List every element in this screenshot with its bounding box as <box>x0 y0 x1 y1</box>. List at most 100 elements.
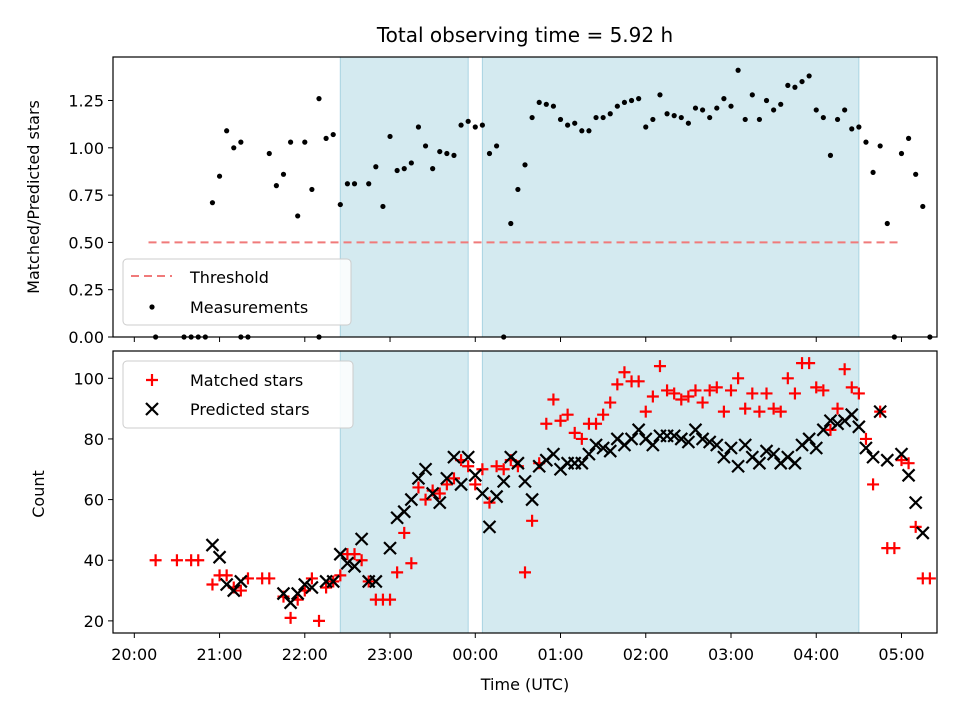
x-tick-label: 22:00 <box>282 645 328 664</box>
matched-star-point <box>824 423 837 436</box>
measurement-point <box>664 111 670 117</box>
measurement-point <box>295 213 301 219</box>
bottom-y-tick-label: 80 <box>84 430 104 449</box>
measurement-point <box>778 101 784 107</box>
predicted-star-point <box>411 471 426 486</box>
matched-star-point <box>483 496 496 509</box>
top-observing-interval <box>481 56 860 338</box>
x-tick-label: 00:00 <box>452 645 498 664</box>
matched-star-point <box>334 569 347 582</box>
matched-star-point <box>774 405 787 418</box>
predicted-star-point <box>354 532 369 546</box>
measurement-point <box>344 181 351 187</box>
matched-star-point <box>895 454 908 467</box>
matched-star-point <box>746 387 759 400</box>
matched-star-point <box>845 381 858 394</box>
predicted-star-point <box>759 444 774 458</box>
x-tick-label: 05:00 <box>878 645 924 664</box>
predicted-star-point <box>518 474 532 489</box>
measurement-point <box>572 120 578 126</box>
measurement-point <box>351 181 358 187</box>
matched-star-point <box>710 381 723 394</box>
measurement-point <box>415 124 422 130</box>
measurement-point <box>380 203 386 210</box>
measurement-point <box>472 124 478 130</box>
predicted-star-point <box>326 574 340 589</box>
predicted-star-point <box>788 456 802 470</box>
matched-star-point <box>433 487 446 500</box>
matched-star-point <box>440 478 453 491</box>
predicted-star-point <box>667 429 681 443</box>
measurement-point <box>884 220 890 227</box>
measurement-point <box>451 152 457 158</box>
matched-star-point <box>547 393 560 406</box>
measurement-point <box>337 201 343 208</box>
predicted-star-point <box>823 413 838 428</box>
legend-predicted-swatch <box>145 402 159 416</box>
top-y-tick-label: 0.75 <box>68 186 104 205</box>
matched-star-point <box>497 463 510 476</box>
predicted-star-point <box>724 441 738 455</box>
bottom-y-tick-label: 20 <box>84 612 104 631</box>
measurement-point <box>458 122 464 128</box>
legend-matched-swatch <box>146 374 158 386</box>
matched-star-point <box>760 387 773 400</box>
bottom-y-tick-label: 100 <box>73 369 104 388</box>
matched-star-point <box>206 578 219 591</box>
matched-star-point <box>739 402 752 415</box>
predicted-star-point <box>283 595 298 610</box>
measurement-point <box>437 148 443 155</box>
matched-star-point <box>526 514 539 527</box>
matched-star-point <box>561 408 574 421</box>
measurement-point <box>209 200 216 206</box>
predicted-star-point <box>234 574 248 589</box>
x-tick-label: 20:00 <box>111 645 157 664</box>
measurement-point <box>401 166 407 172</box>
measurement-point <box>834 116 841 123</box>
matched-star-point <box>348 548 361 561</box>
matched-star-point <box>263 572 276 585</box>
matched-star-point <box>490 460 503 473</box>
matched-star-point <box>305 572 318 585</box>
predicted-star-point <box>404 492 419 507</box>
matched-star-point <box>781 372 794 385</box>
measurement-point <box>536 99 542 106</box>
matched-star-point <box>852 387 865 400</box>
x-tick-label: 04:00 <box>793 645 839 664</box>
matched-star-point <box>888 542 901 555</box>
predicted-star-point <box>844 407 859 422</box>
measurement-point <box>863 139 869 145</box>
measurement-point <box>465 118 471 124</box>
measurement-point <box>607 111 613 117</box>
measurement-point <box>870 169 876 176</box>
predicted-star-point <box>489 489 504 504</box>
predicted-star-point <box>695 432 710 446</box>
bottom-legend-box <box>122 360 354 429</box>
measurement-point <box>408 160 414 166</box>
predicted-star-point <box>880 453 895 467</box>
predicted-star-point <box>511 456 525 470</box>
matched-star-point <box>412 481 425 494</box>
predicted-star-point <box>425 486 440 501</box>
predicted-star-point <box>226 583 241 598</box>
measurement-point <box>238 139 244 145</box>
matched-star-point <box>384 593 397 606</box>
measurement-point <box>785 82 791 88</box>
measurement-point <box>430 166 436 172</box>
predicted-star-point <box>738 438 752 452</box>
measurement-point <box>522 162 528 168</box>
matched-star-point <box>519 566 531 579</box>
measurement-point <box>231 145 237 151</box>
predicted-star-point <box>546 447 561 461</box>
measurement-point <box>266 150 272 157</box>
measurement-point <box>898 150 905 157</box>
measurement-point <box>493 143 500 149</box>
measurement-point <box>920 203 926 210</box>
matched-star-point <box>632 375 645 388</box>
matched-star-point <box>859 432 872 445</box>
matched-star-point <box>391 566 404 579</box>
predicted-star-point <box>482 520 497 534</box>
measurement-point <box>550 103 557 109</box>
predicted-star-point <box>674 432 689 446</box>
